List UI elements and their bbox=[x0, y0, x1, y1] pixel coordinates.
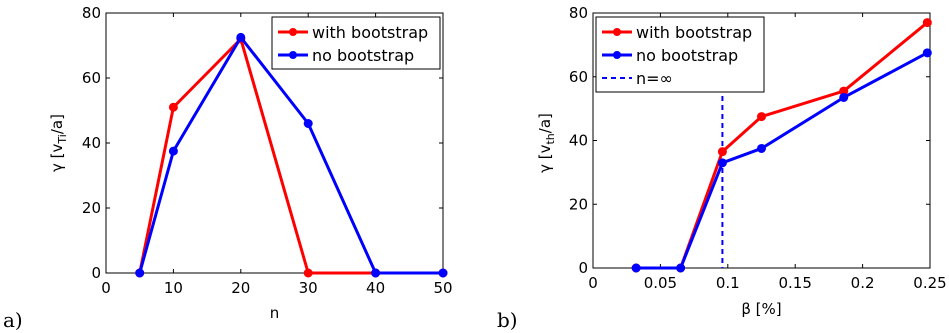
x-tick-label: 0.1 bbox=[716, 274, 740, 292]
chart-panel-1: 0 10 20 30 40 50 0 20 40 60 80 n γ [vTi/a] a) with boo… bbox=[3, 4, 453, 332]
data-point bbox=[438, 268, 448, 278]
x-tick-label: 20 bbox=[231, 279, 250, 297]
legend-marker bbox=[289, 28, 297, 36]
y-tick-label: 60 bbox=[569, 68, 588, 86]
y-tick-label: 80 bbox=[82, 4, 101, 22]
series-line bbox=[138, 35, 443, 275]
legend-label: with bootstrap bbox=[636, 23, 752, 42]
panel-label: b) bbox=[497, 308, 518, 332]
x-tick-label: 10 bbox=[164, 279, 183, 297]
data-point bbox=[757, 112, 766, 122]
legend-marker bbox=[613, 28, 621, 36]
series-line bbox=[138, 37, 443, 275]
x-tick-label: 0.05 bbox=[644, 274, 677, 292]
data-point bbox=[922, 48, 932, 58]
data-point bbox=[236, 32, 246, 42]
x-tick-label: 0.15 bbox=[778, 274, 811, 292]
data-point bbox=[371, 268, 381, 278]
data-point bbox=[303, 119, 313, 128]
y-axis-label: γ [vth/a] bbox=[536, 113, 557, 173]
x-tick-label: 0 bbox=[588, 274, 598, 292]
data-point bbox=[717, 147, 727, 157]
x-tick-label: 0.25 bbox=[913, 274, 946, 292]
legend-marker bbox=[289, 51, 297, 59]
data-point bbox=[168, 102, 178, 112]
data-point bbox=[135, 268, 145, 278]
legend-label: no bootstrap bbox=[312, 46, 414, 65]
x-tick-label: 0 bbox=[101, 279, 111, 297]
y-tick-label: 20 bbox=[82, 199, 101, 217]
x-tick-label: 40 bbox=[366, 279, 385, 297]
data-point bbox=[168, 146, 178, 156]
legend-label: n=∞ bbox=[636, 69, 673, 88]
chart-panel-2: 0 0.05 0.1 0.15 0.2 0.25 0 20 40 60 80 β [%] γ [vth/… bbox=[497, 4, 947, 332]
data-point bbox=[922, 18, 932, 28]
data-point bbox=[839, 92, 849, 102]
y-axis-label: γ [vTi/a] bbox=[48, 114, 69, 172]
x-tick-label: 50 bbox=[433, 279, 452, 297]
y-tick-label: 0 bbox=[578, 259, 588, 277]
panel-label: a) bbox=[3, 308, 23, 332]
x-axis-label: n bbox=[270, 304, 280, 322]
legend: with bootstrap no bootstrap n=∞ bbox=[595, 16, 765, 93]
legend: with bootstrap no bootstrap bbox=[271, 16, 441, 70]
data-point bbox=[631, 263, 641, 273]
data-point bbox=[676, 263, 686, 273]
x-axis-label: β [%] bbox=[741, 300, 781, 318]
data-point bbox=[303, 268, 313, 278]
legend-marker bbox=[613, 51, 621, 59]
legend-label: no bootstrap bbox=[636, 46, 738, 65]
series-line bbox=[636, 51, 929, 270]
legend-label: with bootstrap bbox=[312, 23, 428, 42]
y-tick-label: 0 bbox=[91, 264, 101, 282]
y-tick-label: 20 bbox=[569, 195, 588, 213]
x-tick-label: 0.2 bbox=[851, 274, 875, 292]
y-tick-label: 60 bbox=[82, 69, 101, 87]
data-point bbox=[757, 143, 766, 153]
data-point bbox=[717, 158, 727, 168]
legend-box bbox=[271, 16, 441, 70]
y-tick-label: 80 bbox=[569, 4, 588, 22]
y-tick-label: 40 bbox=[82, 134, 101, 152]
x-tick-label: 30 bbox=[299, 279, 318, 297]
y-tick-label: 40 bbox=[569, 132, 588, 150]
